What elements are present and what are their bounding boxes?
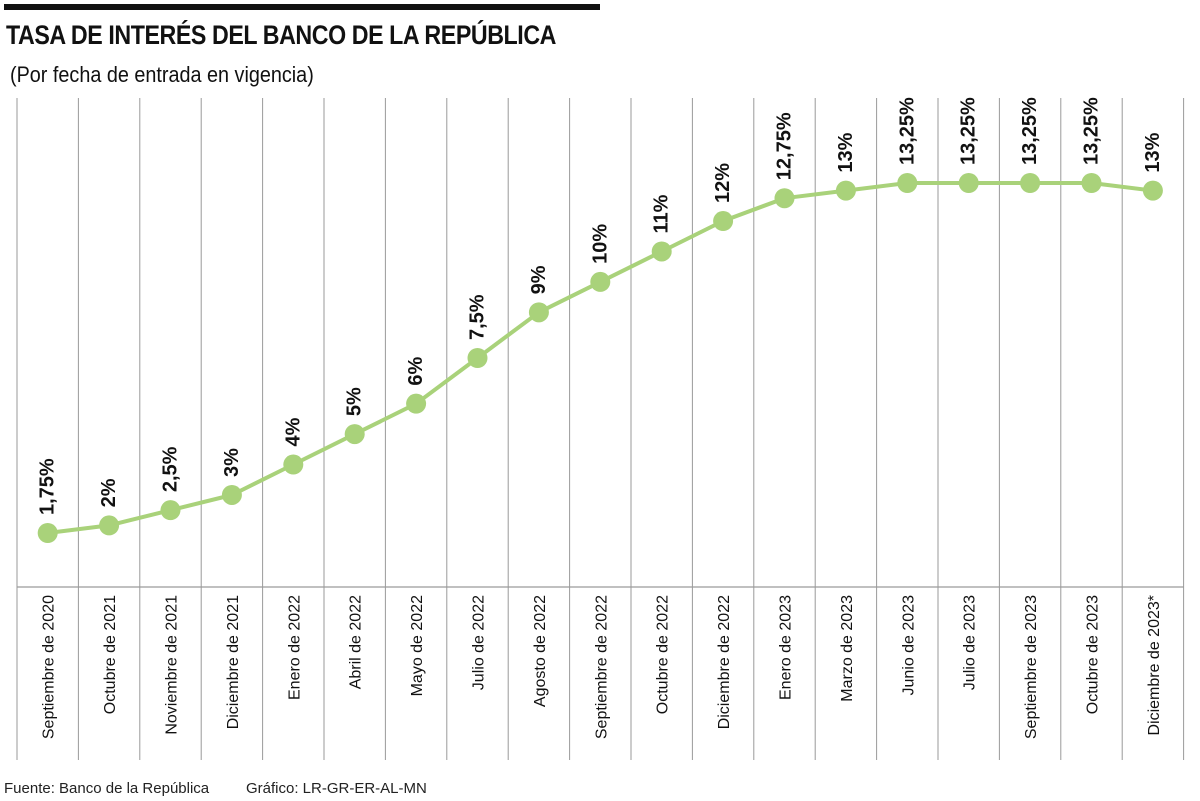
data-label: 11% [651,194,673,233]
category-label: Junio de 2023 [900,595,917,696]
data-point [467,348,488,368]
category-label: Abril de 2022 [348,595,365,689]
data-label: 5% [344,387,366,416]
data-point [283,454,304,475]
data-label: 7,5% [467,294,489,340]
category-label: Marzo de 2023 [839,595,856,702]
data-point [344,424,365,445]
category-label: Septiembre de 2023 [1023,595,1040,739]
data-label: 10% [589,224,611,264]
chart-title: TASA DE INTERÉS DEL BANCO DE LA REPÚBLIC… [6,20,557,50]
data-label: 9% [528,265,550,294]
category-label: Diciembre de 2022 [716,595,733,729]
data-point [37,523,58,543]
category-label: Octubre de 2022 [655,595,672,714]
data-label: 4% [282,417,304,446]
category-label: Diciembre de 2023* [1146,595,1163,736]
data-point [713,211,734,232]
data-label: 13% [1142,132,1164,172]
category-label: Diciembre de 2021 [225,595,242,729]
data-point [1020,173,1041,193]
category-label: Septiembre de 2020 [41,595,58,739]
data-point [958,173,979,193]
data-label: 2% [98,478,120,507]
chart-subtitle: (Por fecha de entrada en vigencia) [10,62,314,87]
data-label: 13% [835,132,857,172]
credit-note: Gráfico: LR-GR-ER-AL-MN [246,780,427,797]
data-point [1081,173,1102,193]
category-label: Octubre de 2023 [1085,595,1102,714]
category-label: Septiembre de 2022 [593,595,610,739]
data-point [406,393,427,414]
data-point [774,188,795,209]
data-label: 13,25% [1081,97,1103,165]
data-label: 1,75% [37,458,59,515]
data-label: 12,75% [774,112,796,180]
category-label: Enero de 2023 [778,595,795,700]
top-rule [4,4,600,10]
category-label: Mayo de 2022 [409,595,426,697]
data-point [835,180,856,201]
category-label: Enero de 2022 [286,595,303,700]
category-label: Noviembre de 2021 [164,595,181,735]
data-label: 2,5% [160,446,182,492]
data-point [1142,180,1163,201]
data-label: 12% [712,163,734,203]
data-label: 13,25% [1019,97,1041,165]
source-note: Fuente: Banco de la República [4,780,210,797]
data-label: 6% [405,357,427,386]
category-label: Julio de 2022 [471,595,488,690]
data-point [590,271,611,292]
data-point [897,173,918,193]
category-label: Agosto de 2022 [532,595,549,707]
category-label: Octubre de 2021 [102,595,119,714]
data-point [160,500,181,521]
data-label: 13,25% [896,97,918,165]
category-label: Julio de 2023 [962,595,979,690]
data-point [99,515,120,536]
data-label: 13,25% [958,97,980,165]
data-label: 3% [221,448,243,477]
data-point [528,302,549,323]
data-point [221,484,242,505]
data-point [651,241,672,262]
